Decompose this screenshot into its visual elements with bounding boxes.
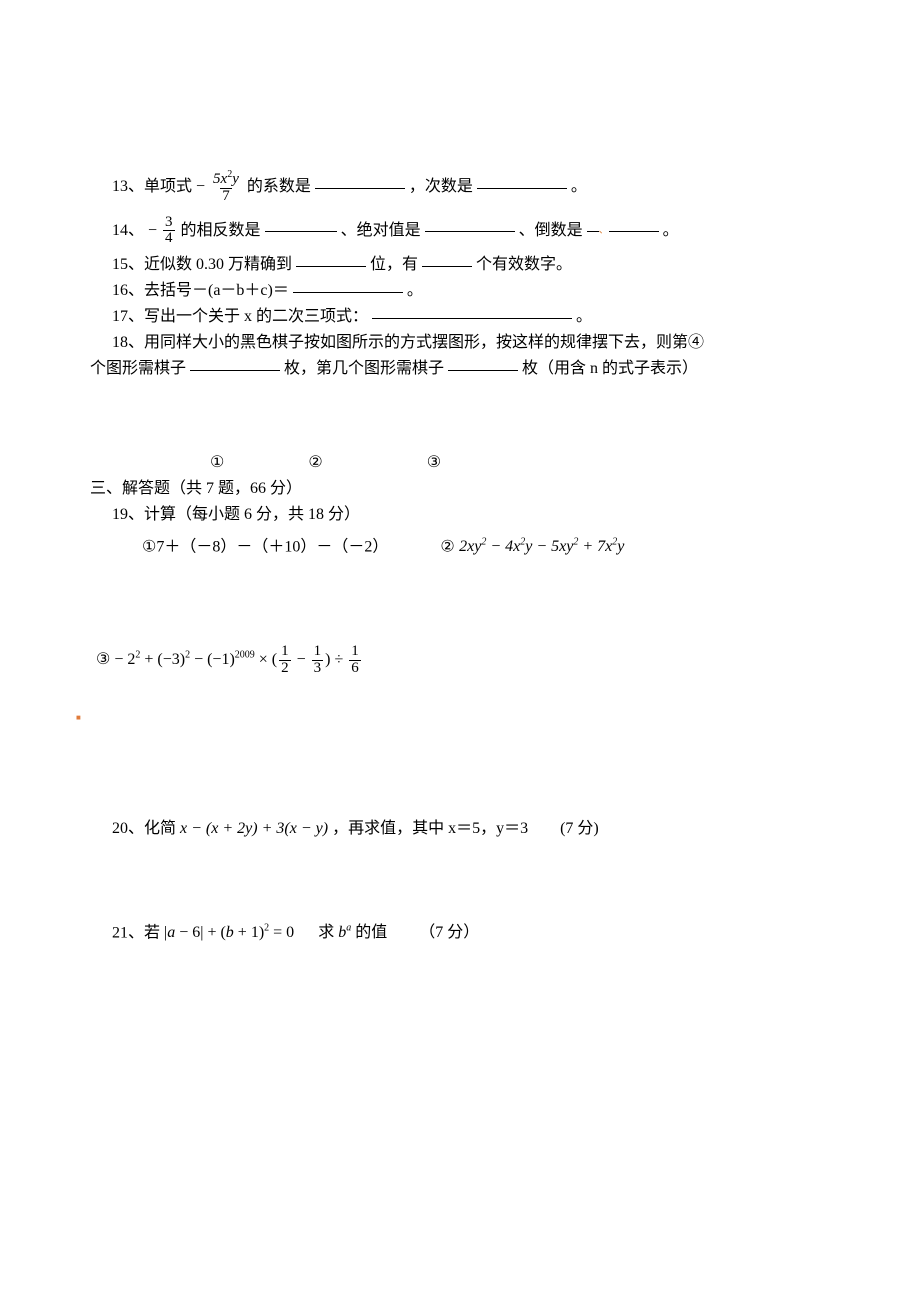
q21-a: 21、若 bbox=[112, 924, 160, 941]
q18-l2a: 个图形需棋子 bbox=[90, 360, 186, 377]
q15-b: 位，有 bbox=[370, 256, 418, 273]
frac-half: 12 bbox=[279, 644, 291, 677]
q13-prefix: 13、单项式 bbox=[112, 178, 192, 195]
pattern-labels: ① ② ③ bbox=[90, 451, 820, 475]
question-19-3: ③ − 22 + (−3)2 − (−1)2009 × (12 − 13) ÷ … bbox=[90, 644, 820, 677]
q18-l2b: 枚，第几个图形需棋子 bbox=[284, 360, 444, 377]
q15-a: 15、近似数 0.30 万精确到 bbox=[112, 256, 292, 273]
q14-neg: − bbox=[148, 221, 157, 238]
question-15: 15、近似数 0.30 万精确到 位，有 个有效数字。 bbox=[90, 253, 820, 277]
blank bbox=[190, 355, 280, 371]
tiny-orange-icon: ■ bbox=[76, 712, 81, 724]
q20-expr: x − (x + 2y) + 3(x − y) bbox=[180, 820, 328, 837]
q15-c: 个有效数字。 bbox=[476, 256, 572, 273]
q20-a: 20、化简 bbox=[112, 820, 180, 837]
question-17: 17、写出一个关于 x 的二次三项式： 。 bbox=[90, 305, 820, 329]
q13-suffix: 。 bbox=[571, 178, 587, 195]
q14-mid1: 、绝对值是 bbox=[341, 221, 421, 238]
q13-after: 的系数是 bbox=[247, 178, 311, 195]
question-16: 16、去括号－(a－b＋c)＝ 。 bbox=[90, 279, 820, 303]
q19-3-expr: − 22 + (−3)2 − (−1)2009 × ( bbox=[114, 651, 277, 668]
q18-l1: 18、用同样大小的黑色棋子按如图所示的方式摆图形，按这样的规律摆下去，则第④ bbox=[112, 334, 704, 351]
blank bbox=[315, 173, 405, 189]
sec3-head: 三、解答题（共 7 题，66 分） bbox=[90, 480, 302, 497]
q19-3-label: ③ bbox=[96, 651, 110, 668]
question-14: 14、 − 3 4 的相反数是 、绝对值是 、倒数是 、 。 bbox=[90, 215, 820, 248]
blank-short bbox=[609, 216, 659, 232]
blank bbox=[422, 251, 472, 267]
blank bbox=[296, 251, 366, 267]
blank-short bbox=[587, 216, 599, 232]
q13-mid: ，次数是 bbox=[409, 178, 473, 195]
q19-head: 19、计算（每小题 6 分，共 18 分） bbox=[112, 506, 360, 523]
question-19-row: ①7＋（－8）－（＋10）－（－2） ② 2xy2 − 4x2y − 5xy2 … bbox=[90, 535, 820, 559]
pattern-label-text: ① ② ③ bbox=[210, 454, 445, 471]
q13-neg: − bbox=[196, 178, 205, 195]
q19-2-label: ② bbox=[440, 538, 459, 555]
question-19-header: 19、计算（每小题 6 分，共 18 分） bbox=[90, 503, 820, 527]
question-13: 13、单项式 − 5x2y 7 的系数是 ，次数是 。 bbox=[90, 170, 820, 205]
orange-mark: 、 bbox=[599, 223, 609, 238]
q19-2-expr: 2xy2 − 4x2y − 5xy2 + 7x2y bbox=[459, 538, 624, 555]
question-18-line1: 18、用同样大小的黑色棋子按如图所示的方式摆图形，按这样的规律摆下去，则第④ bbox=[90, 331, 820, 355]
q21-b: 求 ba 的值 （7 分） bbox=[298, 924, 479, 941]
section-3-header: 三、解答题（共 7 题，66 分） bbox=[90, 477, 820, 501]
blank bbox=[265, 216, 337, 232]
q14-suffix: 。 bbox=[663, 221, 679, 238]
frac-sixth: 16 bbox=[349, 644, 361, 677]
q13-fraction: 5x2y 7 bbox=[211, 170, 241, 205]
question-21: 21、若 |a − 6| + (b + 1)2 = 0 求 ba 的值 （7 分… bbox=[90, 921, 820, 945]
q21-expr: |a − 6| + (b + 1)2 = 0 bbox=[164, 924, 294, 941]
question-20: 20、化简 x − (x + 2y) + 3(x − y) ，再求值，其中 x＝… bbox=[90, 817, 820, 841]
q17-a: 17、写出一个关于 x 的二次三项式： bbox=[112, 308, 368, 325]
q18-l2c: 枚（用含 n 的式子表示） bbox=[522, 360, 698, 377]
blank bbox=[293, 277, 403, 293]
question-18-line2: 个图形需棋子 枚，第几个图形需棋子 枚（用含 n 的式子表示） bbox=[90, 357, 820, 381]
blank bbox=[372, 303, 572, 319]
q14-prefix: 14、 bbox=[112, 221, 144, 238]
q19-3-div: ) ÷ bbox=[325, 651, 347, 668]
q14-mid2: 、倒数是 bbox=[519, 221, 583, 238]
blank bbox=[448, 355, 518, 371]
q16-b: 。 bbox=[407, 282, 423, 299]
q16-a: 16、去括号－(a－b＋c)＝ bbox=[112, 282, 289, 299]
minus: − bbox=[293, 651, 310, 668]
blank bbox=[477, 173, 567, 189]
q14-frac: 3 4 bbox=[163, 215, 175, 248]
q14-after: 的相反数是 bbox=[181, 221, 261, 238]
q17-b: 。 bbox=[576, 308, 592, 325]
q20-b: ，再求值，其中 x＝5，y＝3 (7 分) bbox=[332, 820, 599, 837]
q19-1: ①7＋（－8）－（＋10）－（－2） bbox=[142, 538, 388, 555]
frac-third: 13 bbox=[312, 644, 324, 677]
blank bbox=[425, 216, 515, 232]
